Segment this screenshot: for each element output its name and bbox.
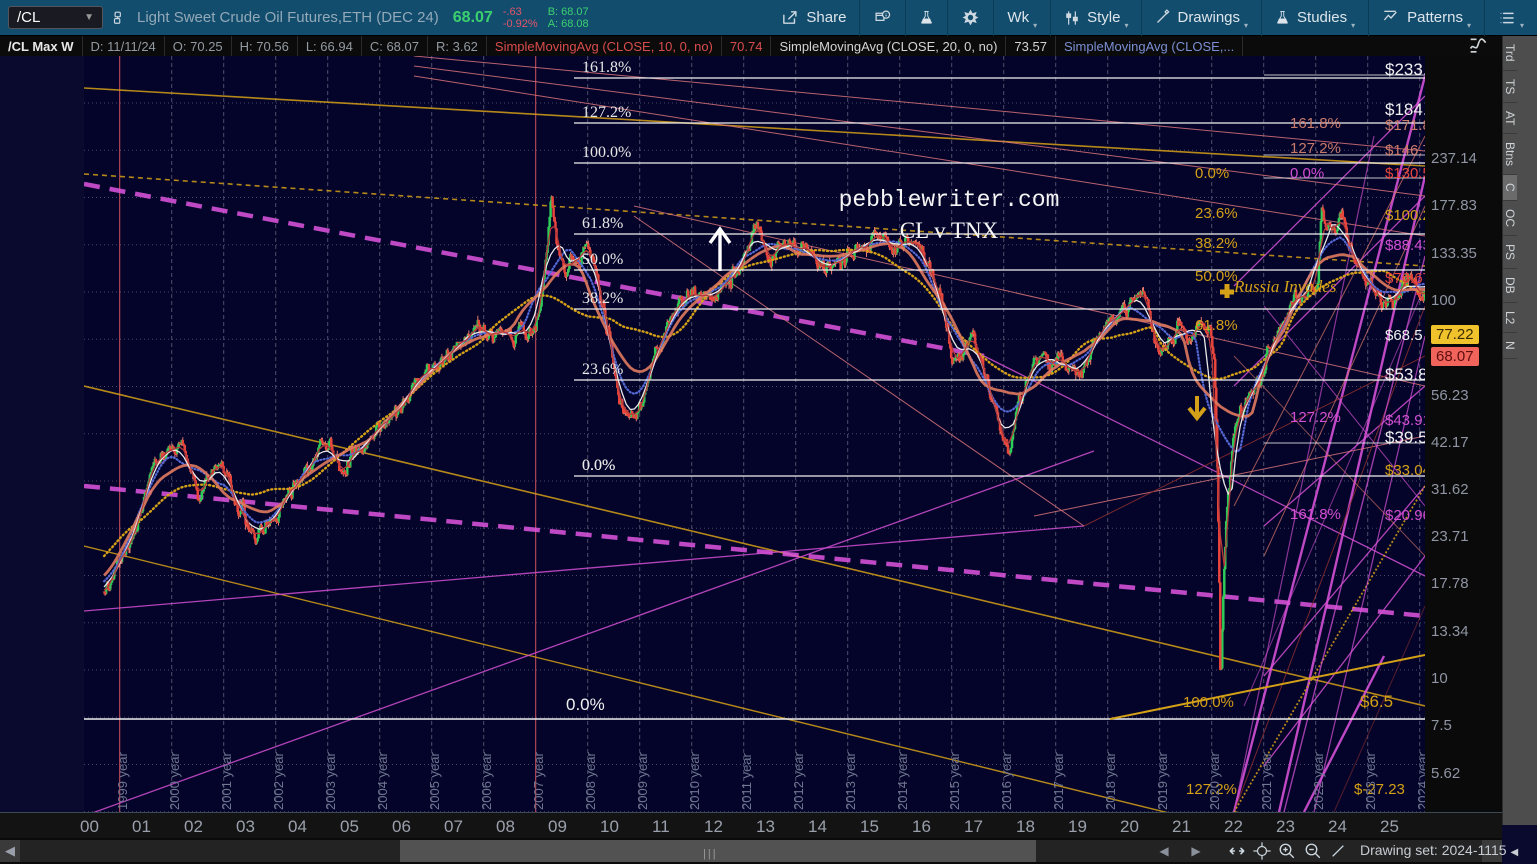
svg-text:Russia Invades: Russia Invades: [1233, 277, 1337, 296]
svg-text:100.0%: 100.0%: [582, 144, 631, 161]
svg-text:$233.39: $233.39: [1385, 60, 1425, 79]
svg-text:127.2%: 127.2%: [1290, 140, 1341, 157]
svg-text:127.2%: 127.2%: [582, 104, 631, 121]
svg-text:61.8%: 61.8%: [582, 215, 623, 232]
svg-text:$130.5: $130.5: [1385, 165, 1425, 182]
svg-text:$6.5: $6.5: [1360, 692, 1393, 711]
svg-text:$43.91: $43.91: [1385, 412, 1425, 429]
svg-text:$68.5: $68.5: [1385, 327, 1423, 344]
svg-text:50.0%: 50.0%: [582, 251, 623, 268]
svg-text:61.8%: 61.8%: [1195, 317, 1238, 334]
svg-text:$-27.23: $-27.23: [1354, 781, 1405, 798]
svg-text:$39.59: $39.59: [1385, 428, 1425, 447]
svg-text:161.8%: 161.8%: [1290, 115, 1341, 132]
svg-text:$76.67: $76.67: [1385, 270, 1425, 287]
svg-text:0.0%: 0.0%: [1195, 165, 1229, 182]
svg-text:$171.82: $171.82: [1385, 117, 1425, 134]
svg-text:$33.04: $33.04: [1385, 462, 1425, 479]
svg-text:$53.87: $53.87: [1385, 365, 1425, 384]
svg-text:38.2%: 38.2%: [582, 290, 623, 307]
svg-text:50.0%: 50.0%: [1195, 268, 1238, 285]
svg-text:pebblewriter.com: pebblewriter.com: [839, 187, 1060, 213]
svg-text:$88.43: $88.43: [1385, 237, 1425, 254]
svg-text:100.0%: 100.0%: [1183, 694, 1234, 711]
svg-text:0.0%: 0.0%: [582, 457, 615, 474]
svg-text:23.6%: 23.6%: [1195, 205, 1238, 222]
svg-text:0.0%: 0.0%: [1290, 165, 1324, 182]
svg-text:127.2%: 127.2%: [1290, 409, 1341, 426]
svg-text:$100.25: $100.25: [1385, 207, 1425, 224]
svg-text:161.8%: 161.8%: [1290, 506, 1341, 523]
svg-text:$146.73: $146.73: [1385, 142, 1425, 159]
svg-text:$20.96: $20.96: [1385, 507, 1425, 524]
svg-text:23.6%: 23.6%: [582, 361, 623, 378]
svg-text:161.8%: 161.8%: [582, 59, 631, 76]
svg-text:CL v TNX: CL v TNX: [900, 218, 999, 243]
svg-text:38.2%: 38.2%: [1195, 235, 1238, 252]
svg-text:0.0%: 0.0%: [566, 695, 605, 714]
